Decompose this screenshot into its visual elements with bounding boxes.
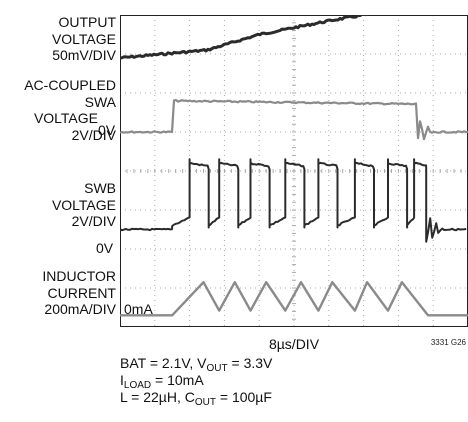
channel-label-line: CURRENT xyxy=(47,284,116,301)
figure-number: 3331 G26 xyxy=(430,338,466,347)
condition-text: L = 22µH, C xyxy=(120,389,195,405)
channel-label-line: 50mV/DIV xyxy=(52,47,116,63)
condition-text: I xyxy=(120,372,124,388)
condition-line-2: ILOAD = 10mA xyxy=(120,372,272,391)
channel-label-line: 2V/DIV xyxy=(71,126,116,143)
condition-text: = 10mA xyxy=(151,372,204,388)
channel-label-line: OUTPUT xyxy=(58,14,116,30)
channel-label-line: SWA xyxy=(84,93,116,110)
traces xyxy=(120,15,468,317)
condition-subscript: OUT xyxy=(206,363,228,374)
condition-line-3: L = 22µH, COUT = 100µF xyxy=(120,389,272,408)
channel-label-swa-voltage: AC-COUPLED SWA VOLTAGE 2V/DIV xyxy=(0,77,116,143)
channel-label-output-voltage: OUTPUT VOLTAGE 50mV/DIV xyxy=(0,14,116,64)
condition-text: = 100µF xyxy=(215,389,272,405)
condition-line-1: BAT = 2.1V, VOUT = 3.3V xyxy=(120,355,273,374)
swb-voltage-trace xyxy=(120,158,467,243)
channel-label-line: INDUCTOR xyxy=(42,268,116,284)
channel-label-inductor-current: INDUCTOR CURRENT 200mA/DIV xyxy=(0,268,116,318)
swa-zero-label: 0V xyxy=(98,122,116,138)
current-zero-label: 0mA xyxy=(124,301,153,317)
channel-label-line: AC-COUPLED xyxy=(24,77,116,93)
condition-subscript: LOAD xyxy=(123,380,152,391)
grid xyxy=(120,15,468,327)
channel-label-line: 200mA/DIV xyxy=(44,301,116,317)
channel-label-line: VOLTAGE xyxy=(33,110,98,126)
channel-label-line: SWB xyxy=(84,180,116,196)
swa-voltage-trace xyxy=(120,99,468,141)
x-axis-label: 8µs/DIV xyxy=(268,336,320,352)
swb-zero-label: 0V xyxy=(96,240,114,256)
inductor-current-trace xyxy=(120,281,468,317)
output-voltage-trace xyxy=(120,15,376,60)
oscilloscope-plot xyxy=(120,15,468,327)
channel-label-line: VOLTAGE xyxy=(51,196,116,213)
channel-label-line: 2V/DIV xyxy=(71,213,116,229)
condition-subscript: OUT xyxy=(194,397,216,408)
channel-label-swb-voltage: SWB VOLTAGE 2V/DIV xyxy=(0,180,116,230)
condition-text: = 3.3V xyxy=(227,355,273,371)
test-conditions: BAT = 2.1V, VOUT = 3.3V ILOAD = 10mA L =… xyxy=(120,355,273,408)
channel-label-line: VOLTAGE xyxy=(51,30,116,47)
condition-text: BAT = 2.1V, V xyxy=(120,355,207,371)
